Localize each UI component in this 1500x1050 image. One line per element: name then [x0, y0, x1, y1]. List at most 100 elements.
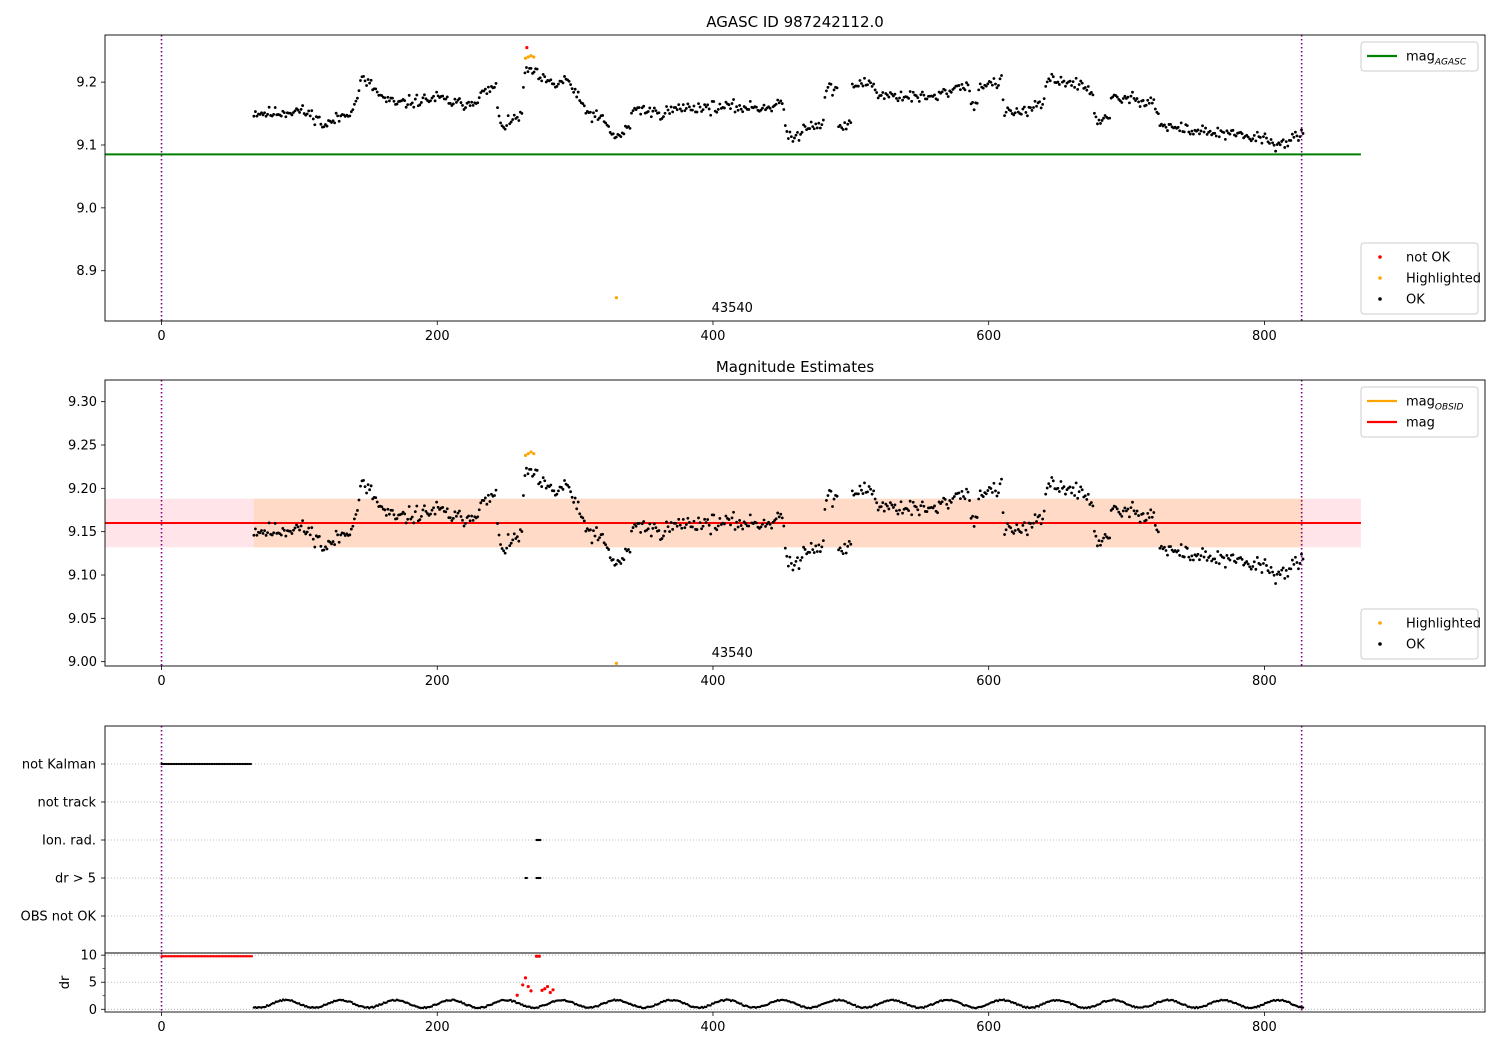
data-point	[634, 108, 638, 112]
data-point	[264, 533, 268, 537]
data-point	[1268, 571, 1271, 575]
data-point	[858, 484, 862, 488]
y-tick-label: 9.0	[76, 201, 97, 216]
data-point	[311, 537, 315, 541]
data-point	[617, 560, 621, 563]
data-point	[652, 522, 656, 526]
data-point	[490, 492, 493, 496]
data-point	[789, 135, 793, 139]
data-point	[607, 548, 611, 551]
series-ok	[252, 466, 1305, 585]
data-point	[1300, 552, 1303, 556]
data-point	[652, 1004, 655, 1008]
data-point	[777, 101, 781, 105]
data-point	[462, 524, 466, 528]
data-point	[458, 509, 461, 513]
data-point	[261, 113, 265, 117]
data-point	[893, 92, 897, 96]
flag-point	[208, 762, 211, 766]
data-point	[593, 534, 597, 538]
data-point	[351, 524, 355, 528]
data-point	[1262, 562, 1265, 565]
data-point	[1038, 100, 1041, 104]
data-point	[1190, 129, 1194, 133]
data-point	[1001, 511, 1005, 515]
data-point	[959, 88, 962, 92]
data-point	[1213, 131, 1217, 135]
data-point	[916, 508, 920, 512]
data-point	[995, 86, 999, 90]
flag-point	[167, 762, 170, 766]
data-point	[971, 101, 974, 104]
data-point	[1032, 521, 1035, 525]
data-point	[853, 1003, 857, 1007]
data-point	[483, 496, 487, 500]
data-point	[674, 106, 678, 109]
data-point	[1108, 116, 1112, 120]
data-point	[1179, 543, 1183, 546]
data-point	[898, 96, 901, 100]
data-point	[791, 568, 795, 572]
data-point	[381, 1002, 384, 1006]
data-point	[701, 524, 705, 528]
data-point	[925, 97, 929, 101]
data-point	[691, 525, 694, 529]
data-point	[1252, 560, 1256, 564]
data-point	[541, 476, 545, 479]
data-point	[899, 500, 903, 504]
data-point	[455, 101, 458, 104]
data-point	[1188, 132, 1192, 136]
data-point	[1149, 96, 1153, 100]
data-point	[910, 513, 914, 517]
data-point	[432, 506, 435, 510]
data-point	[467, 100, 470, 104]
data-point	[1051, 75, 1055, 79]
data-point	[994, 82, 997, 86]
data-point	[435, 500, 439, 504]
data-point	[292, 528, 295, 532]
data-point	[687, 105, 691, 109]
data-point	[404, 521, 408, 525]
data-point	[968, 499, 971, 502]
data-point	[1286, 144, 1290, 148]
data-point	[1265, 136, 1268, 140]
data-point	[863, 76, 866, 80]
flag-point	[539, 838, 542, 842]
data-point	[707, 107, 711, 111]
data-point	[764, 524, 767, 528]
data-point	[761, 522, 764, 526]
data-point	[963, 88, 967, 92]
data-point	[1294, 130, 1297, 134]
data-point	[1249, 139, 1253, 143]
data-point	[949, 500, 953, 504]
data-point	[882, 509, 886, 513]
data-point	[429, 99, 432, 103]
data-point	[1131, 500, 1134, 504]
flag-point	[172, 762, 175, 766]
x-tick-label: 800	[1252, 1020, 1277, 1035]
data-point	[1004, 110, 1008, 114]
data-point	[907, 96, 911, 100]
data-point	[1176, 125, 1180, 129]
data-point	[336, 114, 340, 118]
flag-point	[226, 762, 229, 766]
data-point	[1146, 511, 1150, 515]
data-point	[1152, 511, 1156, 514]
data-point	[407, 93, 411, 97]
data-point	[348, 533, 352, 537]
flag-point	[215, 762, 218, 766]
data-point	[945, 92, 949, 96]
data-point	[470, 514, 474, 518]
data-point	[981, 495, 985, 498]
legend-subscript: OBSID	[1435, 403, 1464, 413]
data-point	[254, 110, 257, 113]
data-point	[762, 103, 766, 107]
data-point	[962, 495, 965, 498]
data-point	[1277, 570, 1281, 574]
data-point	[738, 104, 742, 107]
data-point	[1234, 134, 1238, 138]
data-point	[744, 522, 748, 526]
data-point	[663, 111, 667, 115]
data-point	[1041, 102, 1045, 106]
y-tick-label: 8.9	[76, 264, 97, 279]
